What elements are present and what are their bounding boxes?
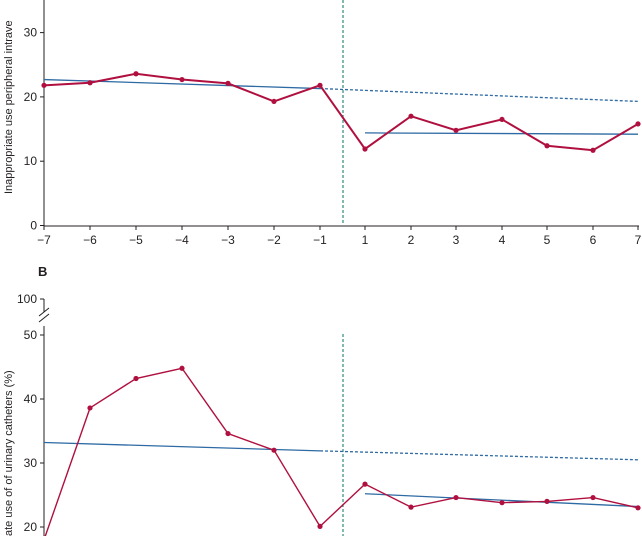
x-tick-label: −4: [175, 233, 189, 247]
x-tick-label: 4: [499, 233, 506, 247]
x-tick-label: −7: [37, 233, 51, 247]
axis-break-mark: [38, 307, 50, 317]
data-point: [87, 80, 93, 86]
x-tick-label: −5: [129, 233, 143, 247]
x-tick-label: −6: [83, 233, 97, 247]
x-tick-label: 1: [362, 233, 369, 247]
y-tick-label: 10: [24, 154, 38, 168]
data-point: [87, 405, 93, 411]
data-point: [133, 71, 139, 77]
data-point: [499, 500, 505, 506]
data-point: [362, 146, 368, 152]
panel-a-plot: 0 10 20 30 −7 −6 −5 −4 −3 −2 −1 1 2 3 4 5 6 7 Inappropriat…: [3, 0, 642, 247]
data-point: [453, 494, 459, 501]
data-point: [544, 498, 550, 504]
data-point: [317, 82, 323, 88]
series-line: [43, 72, 639, 152]
data-point: [271, 447, 277, 453]
panel-b-plot: 100 20 30 40 50 ate use of of urinary cathete…: [3, 292, 641, 536]
y-axis-title: ate use of of urinary catheters (%): [3, 370, 15, 536]
x-tick-label: −2: [267, 233, 281, 247]
x-tick-label: 6: [590, 233, 597, 247]
data-point: [225, 80, 231, 86]
data-point: [362, 481, 368, 487]
x-tick-label: 2: [408, 233, 415, 247]
x-tick-label: 7: [635, 233, 642, 247]
data-point: [225, 430, 231, 437]
panel-b-label: B: [38, 264, 47, 279]
trend-pre-line: [43, 441, 321, 452]
data-point: [590, 147, 596, 153]
data-point: [408, 504, 414, 510]
data-point: [179, 76, 185, 83]
data-point: [317, 523, 323, 529]
data-point: [271, 98, 277, 105]
y-axis-title: Inappropriate use peripheral intrave: [3, 20, 15, 194]
y-tick-label: 30: [24, 456, 38, 470]
trend-counterfactual-line: [319, 87, 639, 103]
data-point: [544, 143, 550, 149]
data-point: [635, 121, 641, 127]
data-point: [453, 127, 459, 133]
data-point: [133, 375, 139, 382]
trend-counterfactual-line: [319, 450, 639, 461]
series-line: [44, 367, 639, 536]
x-tick-label: 5: [544, 233, 551, 247]
y-tick-label: 30: [24, 26, 38, 40]
trend-post-line: [364, 493, 639, 508]
data-point: [590, 494, 596, 501]
y-tick-label: 0: [30, 219, 37, 233]
data-point: [635, 505, 641, 511]
y-tick-label: 20: [24, 520, 38, 534]
y-tick-label: 40: [24, 392, 38, 406]
data-point: [41, 82, 47, 88]
x-tick-label: −1: [313, 233, 327, 247]
y-tick-label: 50: [24, 328, 38, 342]
data-point: [179, 365, 185, 371]
y-tick-label: 20: [24, 90, 38, 104]
data-point: [408, 113, 414, 119]
y-tick-label: 100: [17, 292, 37, 306]
trend-post-line: [364, 132, 639, 135]
x-tick-label: −3: [221, 233, 235, 247]
x-tick-label: 3: [453, 233, 460, 247]
axis-break-mark: [38, 313, 50, 323]
data-point: [499, 116, 505, 123]
